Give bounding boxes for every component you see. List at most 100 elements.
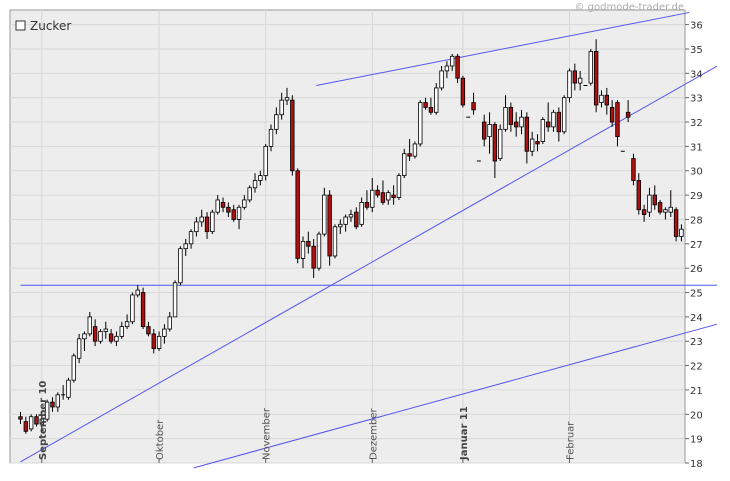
candle-body xyxy=(103,328,108,332)
x-tick-label: September 10 xyxy=(38,381,49,460)
candle-body xyxy=(529,138,535,152)
candle-body xyxy=(268,128,274,147)
candle-body xyxy=(140,292,146,328)
candle-body xyxy=(375,189,380,196)
candle-body xyxy=(39,418,45,425)
candle-body xyxy=(66,379,71,398)
candle-body xyxy=(311,245,316,269)
candle-body xyxy=(215,199,220,213)
candle-body xyxy=(545,121,551,128)
candle-body xyxy=(119,326,124,337)
candle-body xyxy=(663,209,668,213)
candle-body xyxy=(679,228,684,237)
candle-body xyxy=(50,401,55,408)
y-tick-label: 32 xyxy=(690,118,703,129)
candle-body xyxy=(577,77,583,84)
candle-body xyxy=(482,121,487,140)
candle-body xyxy=(444,65,450,72)
candle-body xyxy=(194,221,199,233)
candle-body xyxy=(487,124,492,138)
candle-body xyxy=(657,202,663,213)
candle-body xyxy=(188,231,194,245)
lower-trendline xyxy=(193,323,718,469)
rising-trendline xyxy=(20,65,718,463)
candle-body xyxy=(519,116,524,128)
candle-body xyxy=(386,192,391,201)
candle-body xyxy=(508,107,514,125)
candle-body xyxy=(242,199,247,208)
candle-body xyxy=(348,214,354,218)
candle-body xyxy=(92,326,98,342)
candle-body xyxy=(167,316,172,330)
candle-body xyxy=(561,97,567,133)
y-tick-label: 36 xyxy=(690,21,703,32)
x-tick-label: Februar xyxy=(565,421,576,460)
y-tick-label: 33 xyxy=(690,94,703,105)
plot-area xyxy=(9,9,686,464)
y-tick-label: 31 xyxy=(690,142,703,153)
candle-body xyxy=(322,194,327,235)
candle-body xyxy=(236,206,242,220)
candle-body xyxy=(151,333,156,349)
candle-body xyxy=(258,175,263,181)
candle-body xyxy=(497,128,503,159)
candle-body xyxy=(428,107,434,113)
candle-body xyxy=(652,194,657,206)
candle-body xyxy=(252,180,258,189)
chart-title: Zucker xyxy=(30,19,71,33)
candle-body xyxy=(551,111,556,128)
candle-body xyxy=(124,321,130,328)
candle-body xyxy=(418,102,423,145)
candle-body xyxy=(359,202,364,225)
candle-body xyxy=(23,421,29,432)
y-tick-label: 30 xyxy=(690,167,703,178)
candle-body xyxy=(210,211,215,233)
watermark: © godmode-trader.de xyxy=(575,2,685,13)
y-tick-label: 21 xyxy=(690,386,703,397)
y-tick-label: 26 xyxy=(690,264,703,275)
candle-body xyxy=(338,223,343,228)
candle-body xyxy=(407,153,412,157)
candle-body xyxy=(460,77,466,106)
candle-body xyxy=(44,401,50,420)
candle-body xyxy=(615,102,620,138)
candle-body xyxy=(231,209,236,220)
candle-body xyxy=(316,233,322,269)
candle-body xyxy=(636,180,641,211)
candle-body xyxy=(306,240,311,247)
y-tick-label: 35 xyxy=(690,45,703,56)
candle-body xyxy=(668,206,673,213)
y-tick-label: 18 xyxy=(690,459,703,470)
candle-body xyxy=(28,416,34,430)
candle-body xyxy=(87,316,92,335)
candle-body xyxy=(18,416,23,420)
candle-body xyxy=(300,240,306,259)
candle-body xyxy=(34,416,39,425)
candle-body xyxy=(98,331,103,342)
x-tick-label: Januar 11 xyxy=(459,406,470,461)
y-tick-label: 28 xyxy=(690,215,703,226)
candle-body xyxy=(146,326,151,335)
candle-body xyxy=(604,94,609,106)
candle-body xyxy=(599,94,604,103)
candle-body xyxy=(364,202,370,208)
candle-body xyxy=(641,209,647,215)
candle-body xyxy=(114,335,119,342)
candle-body xyxy=(434,87,439,113)
candle-body xyxy=(226,206,231,213)
candle-body xyxy=(327,194,332,257)
y-tick-label: 19 xyxy=(690,435,703,446)
candle-body xyxy=(439,70,444,89)
candle-body xyxy=(535,141,540,145)
candle-body xyxy=(380,192,386,203)
candle-body xyxy=(290,99,295,172)
y-tick-label: 34 xyxy=(690,69,703,80)
candle-body xyxy=(284,97,290,101)
candle-body xyxy=(567,70,572,99)
candle-body xyxy=(492,124,498,162)
y-tick-label: 20 xyxy=(690,410,703,421)
candle-body xyxy=(556,111,562,133)
candle-body xyxy=(412,143,418,157)
candle-body xyxy=(274,114,279,130)
